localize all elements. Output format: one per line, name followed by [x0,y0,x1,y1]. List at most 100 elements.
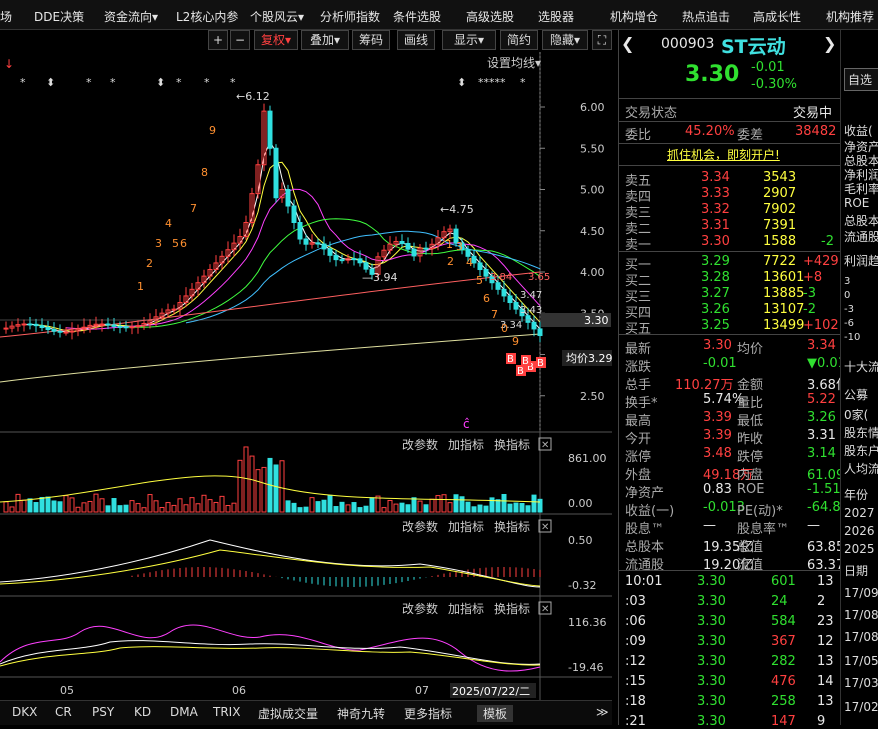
panel-tab[interactable]: 加指标 [448,519,484,534]
panel-tab[interactable]: 加指标 [448,601,484,616]
zoom-in-button[interactable]: + [208,30,228,50]
candle-body [189,288,195,297]
simple-mode-button[interactable]: 简约 [500,30,538,50]
side-panel-item: 人均流 [844,462,878,476]
scroll-right-icon[interactable]: ≫ [596,705,609,719]
nine-turn-signal: 4 [466,256,473,269]
kline-chart[interactable]: 6.005.505.004.504.003.503.002.50设置均线▾*⬍*… [0,52,620,700]
moving-average-line [125,218,541,328]
tick-count: 12 [817,634,834,649]
candle-body [399,240,405,244]
stat-label: 总手 [625,378,652,393]
tick-price: 3.30 [697,594,726,609]
panel-tab[interactable]: 换指标 [494,601,530,616]
kline-chart-area[interactable]: 6.005.505.004.504.003.503.002.50设置均线▾*⬍*… [0,52,620,700]
ma-setting-button[interactable]: 设置均线▾ [487,56,541,70]
panel-close-icon[interactable] [538,601,552,615]
tick-count: 9 [817,714,826,729]
menu-item[interactable]: 个股风云▾ [250,10,305,24]
volume-bar [69,497,75,513]
panel-tab[interactable]: 换指标 [494,437,530,452]
overlay-dropdown[interactable]: 叠加▾ [301,30,349,50]
stat-label-2: 股息率™ [737,522,790,537]
panel-tab[interactable]: 改参数 [402,519,438,534]
stat-value: 19.35亿 [703,540,754,555]
menu-item[interactable]: 高成长性 [753,10,802,24]
ref-price-label: 3.43 [520,305,542,316]
zoom-out-button[interactable]: − [230,30,250,50]
menu-item[interactable]: 选股器 [538,10,575,24]
fuquan-dropdown[interactable]: 复权▾ [254,30,298,50]
buy-level-label: 买一 [625,258,652,273]
candle-body [105,323,111,326]
volume-bar [3,501,9,513]
tick-volume: 367 [771,634,796,649]
indicator-tab[interactable]: PSY [92,705,115,719]
last-price: 3.30 [685,62,740,87]
stock-code: 000903 [661,36,715,52]
panel-close-icon[interactable] [538,519,552,533]
panel-tab[interactable]: 换指标 [494,519,530,534]
moving-average-line [185,230,541,324]
side-panel-item: 17/02 [844,700,878,714]
tick-volume: 476 [771,674,796,689]
volume-bar [117,505,123,513]
indicator-tab[interactable]: 虚拟成交量 [258,707,319,721]
side-panel-item: 总股本 [844,214,878,228]
volume-bar [399,502,405,513]
side-panel-item: 流通股 [844,230,878,244]
fullscreen-icon[interactable]: ⛶ [592,30,612,50]
menu-item[interactable]: 分析师指数 [320,10,381,24]
panel-tab[interactable]: 加指标 [448,437,484,452]
display-dropdown[interactable]: 显示▾ [442,30,496,50]
panel-close-icon[interactable] [538,437,552,451]
buy-signal-text: B [507,354,514,365]
chips-button[interactable]: 筹码 [352,30,390,50]
panel-tab[interactable]: 改参数 [402,437,438,452]
menu-item[interactable]: 机构推荐 [826,10,875,24]
buy-signal-text: B [522,356,529,367]
side-panel-item[interactable]: 自选 [844,68,878,91]
hide-dropdown[interactable]: 隐藏▾ [542,30,588,50]
next-stock-icon[interactable]: ❯ [823,34,837,53]
kdj-k-line [0,640,541,665]
stat-label-2: 量比 [737,396,764,411]
tick-price: 3.30 [697,574,726,589]
sell-price: 3.34 [701,170,730,185]
candle-body [333,254,339,261]
stat-value-2: 3.26 [807,410,836,425]
candle-body [243,222,249,238]
volume-bar [459,496,465,513]
candle-body [231,242,237,251]
indicator-tab[interactable]: CR [55,705,72,719]
panel-axis-bottom: 0.00 [568,497,593,510]
candle-body [45,327,51,331]
indicator-tab[interactable]: 更多指标 [404,707,453,721]
panel-tab[interactable]: 改参数 [402,601,438,616]
menu-item[interactable]: 机构增仓 [610,10,659,24]
indicator-tab[interactable]: KD [134,705,152,719]
menu-item[interactable]: L2核心内参 [176,10,239,24]
star-marker: ⬍ [46,76,55,89]
menu-item[interactable]: 热点追击 [682,10,731,24]
volume-ma-line [0,475,541,503]
indicator-tab[interactable]: 神奇九转 [337,707,386,721]
indicator-tab[interactable]: DMA [170,705,198,719]
menu-item[interactable]: 资金流向▾ [104,10,159,24]
indicator-tab[interactable]: 模板 [477,705,514,722]
ref-price-label: 3.84 [490,272,512,283]
open-account-link[interactable]: 抓住机会，即刻开户! [667,148,780,162]
volume-bar [21,499,27,513]
side-panel-item: 股东情 [844,426,878,440]
volume-bar [435,495,441,513]
indicator-tab[interactable]: TRIX [213,705,241,719]
price-axis-label: 6.00 [580,101,605,114]
menu-item[interactable]: 场 [0,10,13,24]
menu-item[interactable]: DDE决策 [34,10,85,24]
stat-value-2: 3.31 [807,428,836,443]
prev-stock-icon[interactable]: ❮ [621,34,635,53]
menu-item[interactable]: 高级选股 [466,10,515,24]
menu-item[interactable]: 条件选股 [393,10,442,24]
draw-line-button[interactable]: 画线 [397,30,435,50]
indicator-tab[interactable]: DKX [12,705,38,719]
